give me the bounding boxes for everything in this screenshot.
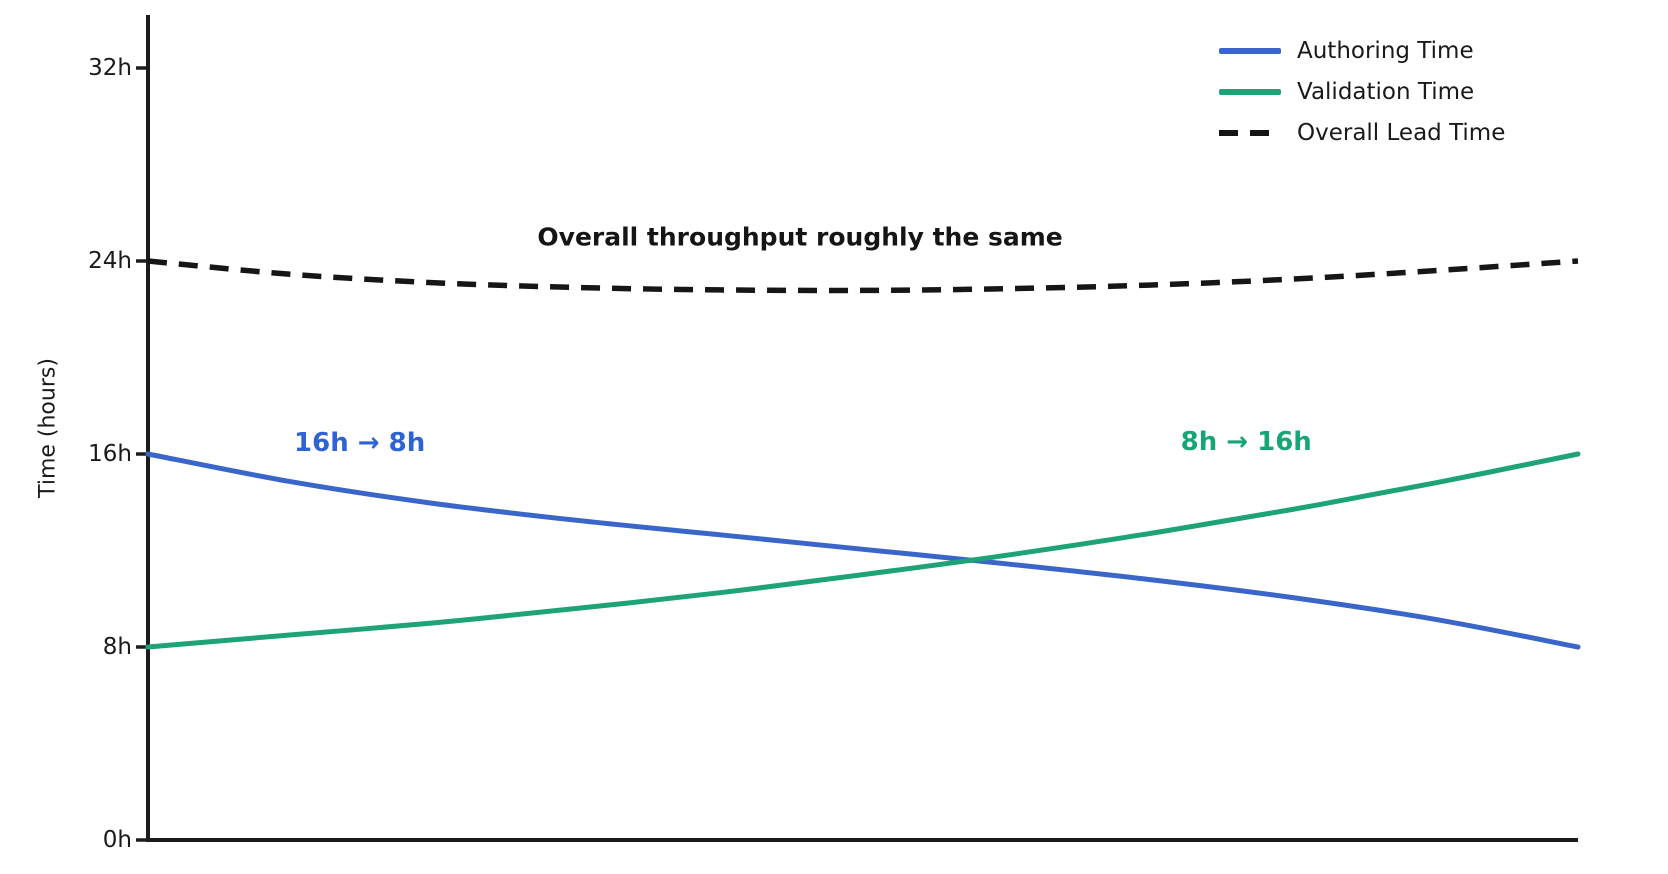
legend-label: Validation Time bbox=[1297, 79, 1475, 105]
annotation-validation-8h-to-16h: 8h → 16h bbox=[1180, 426, 1312, 457]
legend: Authoring Time Validation Time Overall L… bbox=[1219, 36, 1505, 148]
series-line-overall-lead-time bbox=[147, 258, 1579, 294]
annotation-overall-throughput: Overall throughput roughly the same bbox=[537, 222, 1063, 252]
annotation-authoring-16h-to-8h: 16h → 8h bbox=[294, 428, 426, 459]
series-line-validation-time bbox=[145, 451, 1581, 650]
authoring-line-swatch bbox=[1219, 48, 1281, 54]
validation-line-swatch bbox=[1219, 89, 1281, 95]
y-tick-label: 0h bbox=[102, 827, 132, 853]
legend-item-validation-time: Validation Time bbox=[1219, 77, 1505, 107]
legend-item-overall-lead-time: Overall Lead Time bbox=[1219, 118, 1505, 148]
overall-lead-dashed-swatch bbox=[1219, 130, 1281, 136]
legend-item-authoring-time: Authoring Time bbox=[1219, 36, 1505, 66]
legend-label: Authoring Time bbox=[1297, 38, 1474, 64]
data-series-lines bbox=[145, 258, 1581, 650]
y-tick-label: 16h bbox=[88, 441, 132, 467]
y-axis-title: Time (hours) bbox=[35, 358, 61, 498]
series-line-authoring-time bbox=[145, 451, 1581, 650]
y-tick-label: 32h bbox=[88, 55, 132, 81]
axes bbox=[136, 15, 1578, 842]
legend-label: Overall Lead Time bbox=[1297, 120, 1506, 146]
y-tick-label: 24h bbox=[88, 248, 132, 274]
y-tick-label: 8h bbox=[102, 634, 132, 660]
